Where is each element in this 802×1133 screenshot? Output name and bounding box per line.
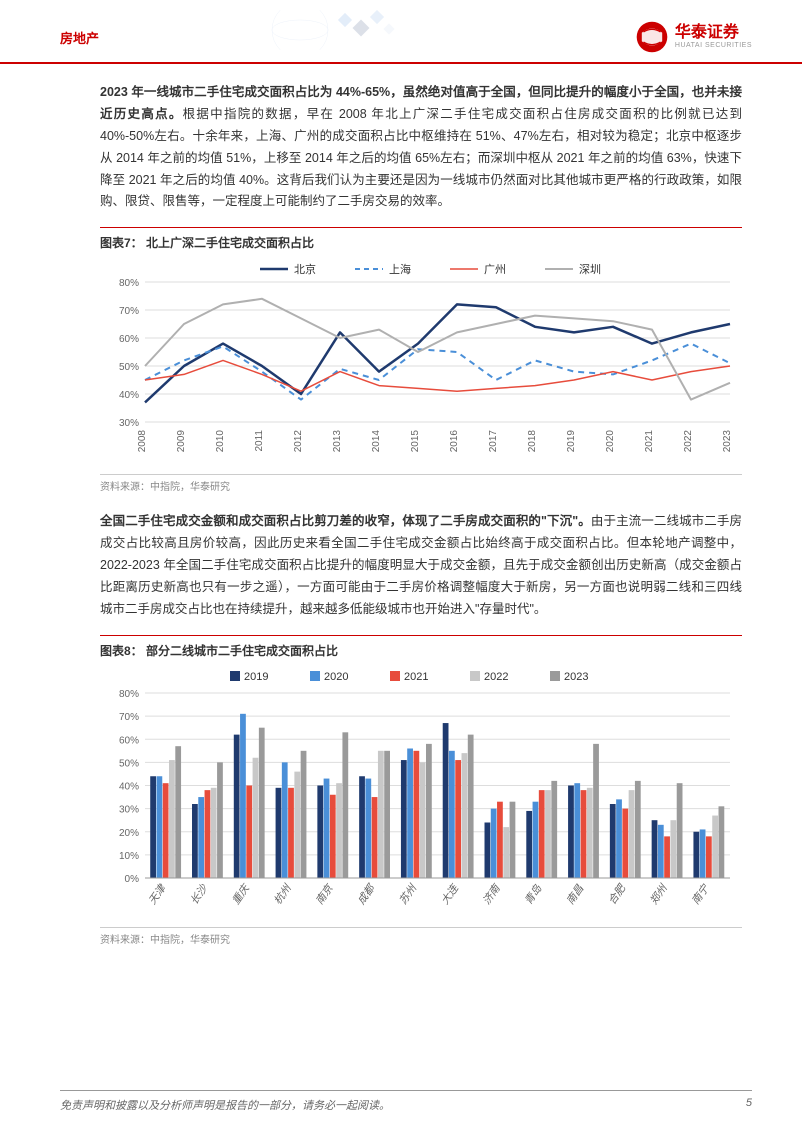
- category-label: 房地产: [60, 28, 99, 47]
- chart7-title: 图表7： 北上广深二手住宅成交面积占比: [100, 227, 742, 251]
- svg-text:南昌: 南昌: [564, 882, 586, 906]
- svg-text:0%: 0%: [125, 874, 140, 885]
- paragraph-1: 2023 年一线城市二手住宅成交面积占比为 44%-65%，虽然绝对值高于全国，…: [100, 82, 742, 213]
- para2-bold: 全国二手住宅成交金额和成交面积占比剪刀差的收窄，体现了二手房成交面积的"下沉"。: [100, 514, 591, 528]
- chart7: 北京 上海 广州 深圳 30% 40% 50% 60% 70% 80% 2008 2009 2010 20…: [100, 257, 742, 470]
- paragraph-2: 全国二手住宅成交金额和成交面积占比剪刀差的收窄，体现了二手房成交面积的"下沉"。…: [100, 511, 742, 620]
- logo-icon: [635, 20, 669, 54]
- svg-text:广州: 广州: [484, 263, 506, 276]
- svg-text:20%: 20%: [119, 827, 139, 838]
- chart8: 2019 2020 2021 2022 2023 0% 10% 20% 30% 40% 50% 60%…: [100, 665, 742, 923]
- chart7-source: 资料来源：中指院，华泰研究: [100, 474, 742, 493]
- svg-text:2020: 2020: [605, 430, 616, 453]
- svg-text:合肥: 合肥: [606, 881, 629, 906]
- svg-text:2010: 2010: [215, 430, 226, 453]
- para2-rest: 由于主流一二线城市二手房成交占比较高且房价较高，因此历史来看全国二手住宅成交金额…: [100, 514, 742, 616]
- svg-text:2022: 2022: [683, 430, 694, 453]
- svg-text:80%: 80%: [119, 689, 139, 700]
- footer-disclaimer: 免责声明和披露以及分析师声明是报告的一部分，请务必一起阅读。: [60, 1097, 390, 1113]
- svg-text:重庆: 重庆: [230, 881, 253, 906]
- svg-text:2019: 2019: [244, 671, 268, 683]
- svg-text:南京: 南京: [314, 881, 337, 906]
- svg-text:60%: 60%: [119, 735, 139, 746]
- chart8-source: 资料来源：中指院，华泰研究: [100, 927, 742, 946]
- svg-text:杭州: 杭州: [272, 881, 295, 906]
- svg-text:2011: 2011: [254, 430, 265, 452]
- svg-text:10%: 10%: [119, 851, 139, 862]
- svg-text:2020: 2020: [324, 671, 348, 683]
- svg-text:2019: 2019: [566, 430, 577, 453]
- page-number: 5: [746, 1097, 752, 1113]
- svg-text:40%: 40%: [119, 781, 139, 792]
- svg-text:2021: 2021: [404, 671, 428, 683]
- svg-text:郑州: 郑州: [648, 881, 671, 906]
- svg-text:2022: 2022: [484, 671, 508, 683]
- svg-text:2008: 2008: [137, 430, 148, 453]
- chart8-title: 图表8： 部分二线城市二手住宅成交面积占比: [100, 635, 742, 659]
- svg-text:天津: 天津: [146, 881, 169, 906]
- svg-text:70%: 70%: [119, 306, 139, 317]
- svg-text:北京: 北京: [294, 262, 316, 276]
- para1-rest: 根据中指院的数据，早在 2008 年北上广深二手住宅成交面积占住房成交面积的比例…: [100, 107, 742, 209]
- svg-text:2016: 2016: [449, 430, 460, 453]
- svg-text:2015: 2015: [410, 430, 421, 453]
- svg-text:2013: 2013: [332, 430, 343, 453]
- svg-text:30%: 30%: [119, 418, 139, 429]
- svg-text:成都: 成都: [355, 880, 378, 906]
- svg-text:2023: 2023: [722, 430, 733, 453]
- svg-text:70%: 70%: [119, 712, 139, 723]
- svg-text:2017: 2017: [488, 430, 499, 453]
- logo-text-en: HUATAI SECURITIES: [675, 42, 752, 50]
- svg-text:长沙: 长沙: [188, 881, 211, 906]
- svg-text:南宁: 南宁: [690, 881, 713, 906]
- svg-text:30%: 30%: [119, 804, 139, 815]
- svg-text:60%: 60%: [119, 334, 139, 345]
- svg-text:2012: 2012: [293, 430, 304, 453]
- svg-text:大连: 大连: [439, 881, 462, 906]
- svg-text:50%: 50%: [119, 758, 139, 769]
- svg-text:济南: 济南: [481, 881, 504, 906]
- svg-text:2009: 2009: [176, 430, 187, 453]
- svg-text:80%: 80%: [119, 278, 139, 289]
- logo-text-cn: 华泰证券: [675, 24, 752, 42]
- svg-text:上海: 上海: [389, 262, 411, 276]
- svg-text:2014: 2014: [371, 430, 382, 453]
- svg-text:苏州: 苏州: [397, 881, 420, 906]
- header-decoration: [250, 10, 430, 50]
- svg-text:青岛: 青岛: [523, 882, 545, 906]
- logo: 华泰证券 HUATAI SECURITIES: [635, 20, 752, 54]
- svg-text:2023: 2023: [564, 671, 588, 683]
- svg-text:深圳: 深圳: [579, 263, 601, 276]
- svg-text:50%: 50%: [119, 362, 139, 373]
- svg-text:40%: 40%: [119, 390, 139, 401]
- svg-text:2018: 2018: [527, 430, 538, 453]
- svg-text:2021: 2021: [644, 430, 655, 453]
